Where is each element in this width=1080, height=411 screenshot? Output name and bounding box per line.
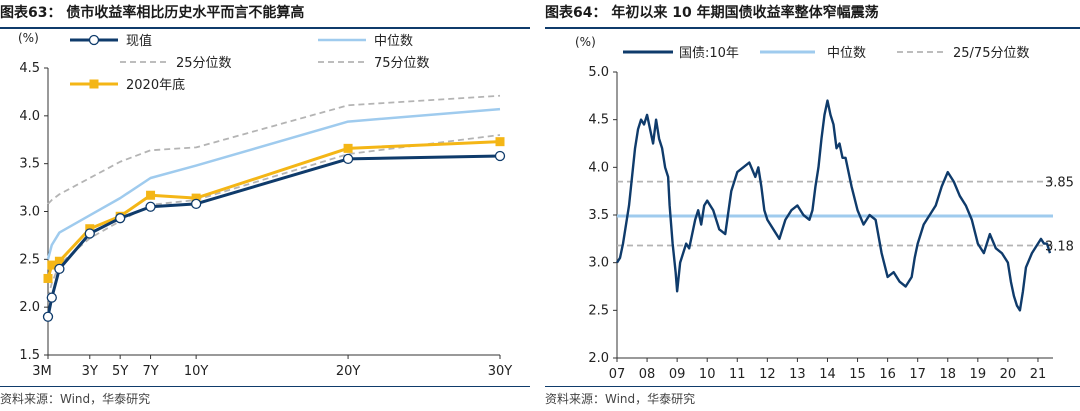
left-legend-marker xyxy=(89,79,99,89)
right-x-tick-label: 09 xyxy=(669,367,686,382)
right-legend-label: 中位数 xyxy=(827,46,866,61)
left-y-tick-label: 1.5 xyxy=(19,348,40,363)
right-legend-label: 国债:10年 xyxy=(679,46,739,61)
left-x-tick-label: 10Y xyxy=(184,364,209,379)
left-chart-svg: 1.5 2.0 2.5 3.0 3.5 4.0 4.5 (%) 3M 3Y 5Y 7Y 10Y 20Y 30… xyxy=(18,31,513,379)
right-legend-label: 25/75分位数 xyxy=(953,46,1029,61)
left-x-tick-label: 3M xyxy=(32,364,52,379)
right-chart-panel: 图表64： 年初以来 10 年期国债收益率整体窄幅震荡 2.0 2.5 3.0 3.5… xyxy=(545,0,1080,411)
left-y-axis-label: (%) xyxy=(18,31,39,45)
right-x-tick-label: 14 xyxy=(819,367,836,382)
left-point-current xyxy=(190,198,202,209)
right-x-tick-label: 16 xyxy=(879,367,896,382)
left-title-rule xyxy=(0,27,530,29)
left-legend-label: 中位数 xyxy=(374,34,413,49)
right-y-tick-label: 3.0 xyxy=(588,256,609,271)
left-y-tick-label: 4.5 xyxy=(19,61,40,76)
left-series-line-3 xyxy=(47,94,501,205)
left-legend-label: 2020年底 xyxy=(126,77,185,93)
left-x-tick-label: 20Y xyxy=(336,364,361,379)
left-chart-source: 资料来源：Wind，华泰研究 xyxy=(0,392,151,406)
right-chart-svg: 2.0 2.5 3.0 3.5 4.0 4.5 5.0 (%) 07 08 09 10 11 12 13 14… xyxy=(575,35,1074,382)
right-y-tick-label: 3.5 xyxy=(588,208,609,223)
right-source-rule xyxy=(545,386,1080,387)
left-y-tick-label: 3.5 xyxy=(19,157,40,172)
left-point-2020 xyxy=(343,143,353,153)
right-chart-source: 资料来源：Wind，华泰研究 xyxy=(545,392,696,406)
left-point-2020 xyxy=(54,256,64,266)
right-x-tick-label: 18 xyxy=(939,367,956,382)
right-y-tick-label: 4.0 xyxy=(588,160,609,175)
right-x-tick-label: 08 xyxy=(639,367,656,382)
right-y-axis-label: (%) xyxy=(575,35,596,49)
left-y-tick-label: 3.0 xyxy=(19,205,40,220)
left-point-current xyxy=(115,213,126,224)
left-y-tick-label: 4.0 xyxy=(19,109,40,124)
left-point-current xyxy=(54,263,65,275)
left-legend-label: 25分位数 xyxy=(176,56,232,71)
right-y-tick-label: 2.5 xyxy=(588,303,609,318)
left-x-tick-label: 5Y xyxy=(112,364,128,379)
right-x-tick-label: 12 xyxy=(759,367,776,382)
left-x-tick-label: 3Y xyxy=(82,364,98,379)
right-x-tick-label: 13 xyxy=(789,367,806,382)
left-x-tick-label: 30Y xyxy=(488,364,513,379)
left-point-current xyxy=(494,150,506,162)
right-annotation-label: 3.85 xyxy=(1045,176,1074,191)
right-x-tick-label: 19 xyxy=(970,367,987,382)
left-legend-label: 75分位数 xyxy=(374,56,430,71)
right-y-tick-label: 5.0 xyxy=(588,65,609,80)
right-y-tick-label: 2.0 xyxy=(588,351,609,366)
left-point-current xyxy=(145,201,156,212)
right-series-line xyxy=(615,99,1052,312)
left-point-2020 xyxy=(47,260,57,270)
left-legend-marker xyxy=(88,34,100,46)
left-y-tick-label: 2.0 xyxy=(19,300,40,315)
right-x-tick-label: 10 xyxy=(699,367,716,382)
right-x-tick-label: 07 xyxy=(609,367,626,382)
right-title-rule xyxy=(545,27,1080,29)
right-x-tick-label: 17 xyxy=(909,367,926,382)
left-source-rule xyxy=(0,386,530,387)
left-series-line-1 xyxy=(46,107,501,260)
right-x-tick-label: 20 xyxy=(1000,367,1017,382)
left-point-2020 xyxy=(495,137,505,147)
left-point-2020 xyxy=(43,273,53,283)
right-x-tick-label: 21 xyxy=(1030,367,1047,382)
left-point-2020 xyxy=(146,190,156,200)
left-y-tick-label: 2.5 xyxy=(19,252,40,267)
left-series-line-0 xyxy=(46,154,501,318)
left-series-line-4 xyxy=(46,140,501,279)
left-point-current xyxy=(42,311,54,322)
left-point-2020 xyxy=(191,193,201,203)
right-x-tick-label: 11 xyxy=(729,367,746,382)
right-y-tick-label: 4.5 xyxy=(588,113,609,128)
left-point-current xyxy=(342,153,354,165)
left-point-current xyxy=(84,228,95,239)
left-legend-label: 现值 xyxy=(126,33,152,49)
left-x-tick-label: 7Y xyxy=(142,364,158,379)
left-point-current xyxy=(46,292,57,303)
right-x-tick-label: 15 xyxy=(849,367,866,382)
left-chart-title: 图表63： 债市收益率相比历史水平而言不能算高 xyxy=(0,5,305,21)
right-annotation-label: 3.18 xyxy=(1045,240,1074,255)
right-chart-title: 图表64： 年初以来 10 年期国债收益率整体窄幅震荡 xyxy=(545,5,879,21)
left-chart-panel: 图表63： 债市收益率相比历史水平而言不能算高 1.5 2.0 2.5 3.0 3.5 4… xyxy=(0,0,530,411)
